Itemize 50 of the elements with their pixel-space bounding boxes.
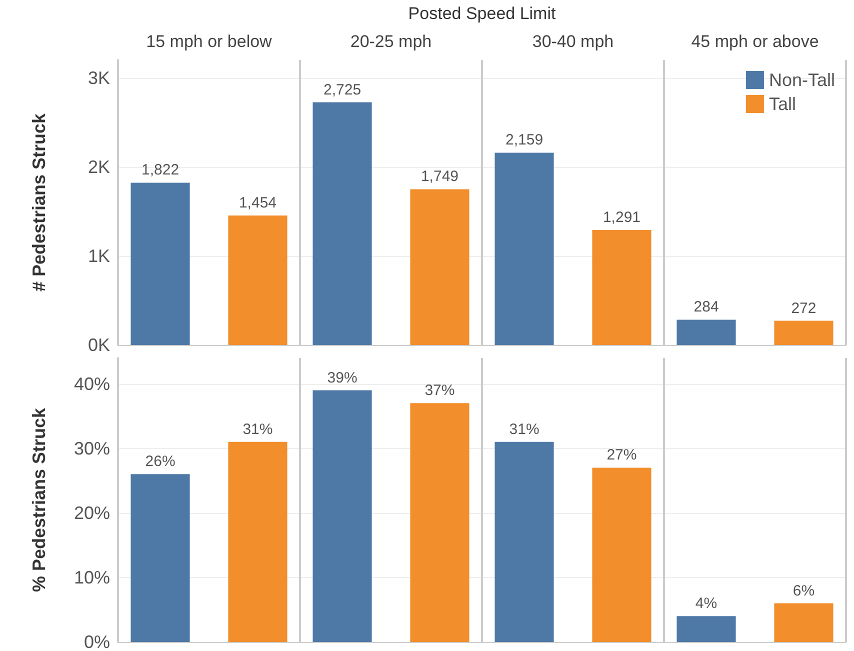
bar: [130, 182, 190, 345]
bar: [228, 442, 288, 642]
y-tick-label: 1K: [88, 246, 110, 266]
x-tick-label: 15 mph or below: [146, 32, 273, 51]
x-tick-label: 30-40 mph: [532, 32, 614, 51]
y-tick-label: 40%: [74, 374, 110, 394]
bar: [774, 320, 834, 345]
x-tick-label: 45 mph or above: [691, 32, 819, 51]
data-label: 39%: [327, 369, 358, 386]
x-tick-label: 20-25 mph: [350, 32, 432, 51]
bar: [774, 603, 834, 642]
data-label: 1,454: [238, 194, 276, 212]
legend-label: Tall: [768, 94, 796, 114]
data-label: 2,159: [506, 132, 544, 149]
y-tick-label: 0%: [84, 632, 110, 651]
data-label: 1,749: [420, 168, 458, 186]
y-axis-title: % Pedestrians Struck: [29, 406, 49, 592]
bar: [410, 189, 470, 345]
y-tick-label: 2K: [88, 156, 110, 177]
bar: [494, 152, 554, 345]
bar: [592, 230, 652, 345]
bar: [410, 403, 470, 642]
bar: [494, 442, 554, 642]
data-label: 37%: [424, 382, 455, 400]
data-label: 6%: [792, 582, 815, 600]
bar: [676, 320, 736, 345]
x-axis-title: Posted Speed Limit: [408, 4, 556, 23]
data-label: 1,291: [602, 209, 640, 226]
data-label: 272: [791, 300, 816, 317]
bar: [312, 390, 372, 642]
y-axis-title: # Pedestrians Struck: [29, 112, 49, 292]
y-tick-label: 30%: [74, 438, 110, 458]
bar: [676, 616, 736, 642]
data-label: 26%: [145, 453, 176, 470]
data-label: 4%: [695, 595, 718, 612]
data-label: 27%: [606, 446, 637, 464]
bar: [228, 216, 288, 345]
bar: [592, 468, 652, 642]
y-tick-label: 10%: [74, 567, 110, 588]
data-label: 31%: [242, 420, 273, 438]
data-label: 2,725: [324, 81, 362, 98]
data-label: 1,822: [142, 162, 180, 179]
y-tick-label: 0K: [88, 335, 110, 355]
legend-label: Non-Tall: [768, 70, 836, 90]
bar: [312, 102, 372, 345]
y-tick-label: 20%: [74, 502, 110, 523]
data-label: 31%: [509, 420, 540, 438]
data-label: 284: [694, 298, 719, 316]
bar: [130, 474, 190, 642]
y-tick-label: 3K: [88, 68, 110, 88]
